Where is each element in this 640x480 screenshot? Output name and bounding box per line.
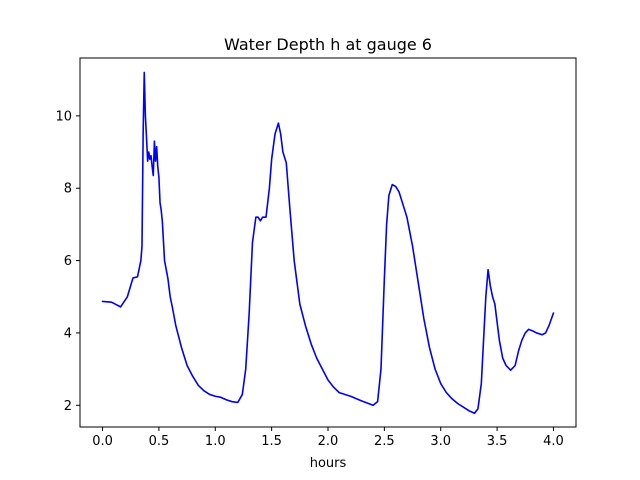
- x-tick-label: 3.0: [430, 434, 451, 449]
- x-tick-label: 2.0: [318, 434, 339, 449]
- plot-background: [80, 58, 576, 427]
- x-tick-label: 0.5: [149, 434, 170, 449]
- chart-title: Water Depth h at gauge 6: [224, 35, 432, 54]
- y-tick-label: 2: [64, 399, 72, 414]
- y-axis: 2 4 6 8 10: [55, 109, 80, 414]
- x-tick-label: 4.0: [543, 434, 564, 449]
- series-layer: [101, 71, 555, 415]
- x-tick-label: 1.0: [205, 434, 226, 449]
- x-tick-label: 1.5: [261, 434, 282, 449]
- plot-frame: [79, 57, 577, 428]
- x-tick-label: 0.0: [92, 434, 113, 449]
- y-tick-label: 6: [64, 254, 72, 269]
- y-tick-label: 4: [64, 326, 72, 341]
- x-axis: 0.0 0.5 1.0 1.5 2.0 2.5 3.0 3.5 4.0: [92, 427, 564, 449]
- y-tick-label: 8: [64, 182, 72, 197]
- y-tick-label: 10: [55, 109, 72, 124]
- x-tick-label: 3.5: [487, 434, 508, 449]
- series-line-0: [101, 71, 555, 415]
- x-tick-label: 2.5: [374, 434, 395, 449]
- x-axis-label: hours: [310, 456, 347, 471]
